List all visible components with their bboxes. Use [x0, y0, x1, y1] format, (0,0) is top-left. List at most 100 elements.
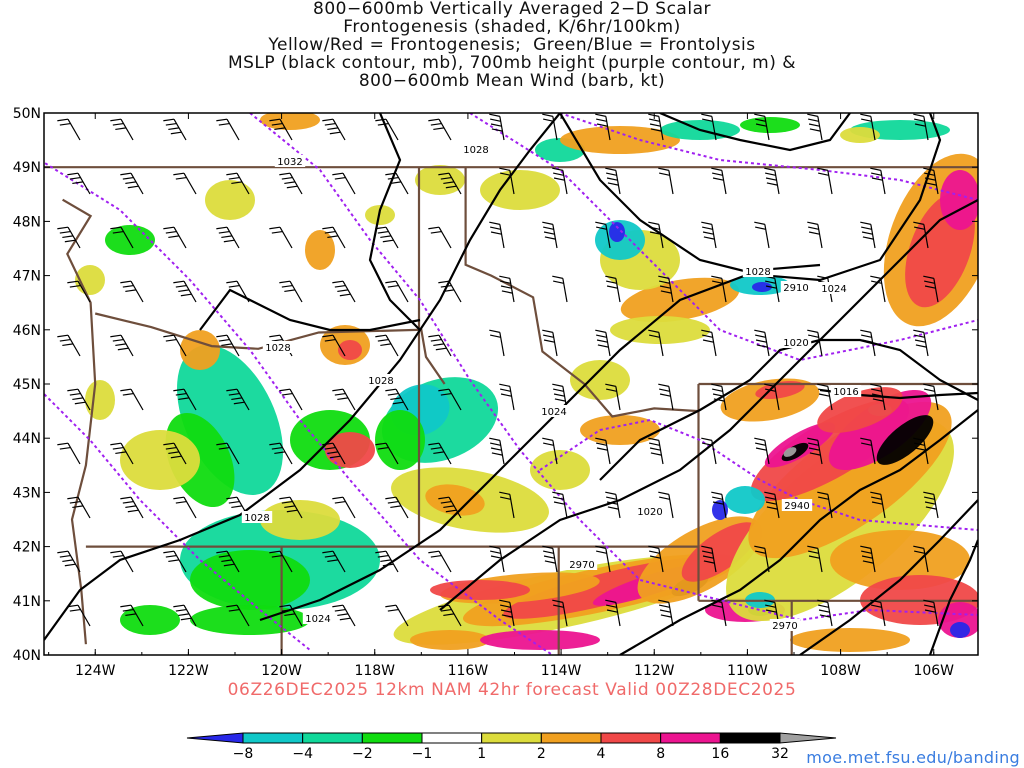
- shading-patch: [580, 415, 660, 445]
- shading-patch: [120, 430, 200, 490]
- mslp-label: 1024: [821, 284, 846, 295]
- lon-label: 110W: [727, 663, 768, 679]
- legend-swatch: [361, 732, 423, 744]
- wind-barb: [552, 275, 568, 303]
- wind-barb: [711, 383, 727, 411]
- mslp-label-bg: [780, 336, 812, 348]
- wind-barb: [499, 275, 515, 303]
- wind-barb: [279, 280, 303, 303]
- wind-barb: [754, 437, 770, 465]
- lon-label: 120W: [261, 663, 302, 679]
- mslp-contour: [659, 113, 851, 152]
- shading-patch: [755, 381, 805, 399]
- wind-barb: [322, 442, 346, 465]
- wind-barb: [428, 226, 452, 249]
- legend-swatch: [600, 732, 662, 744]
- wind-barb: [438, 280, 462, 303]
- mslp-label-bg: [634, 505, 666, 517]
- shading-patch: [609, 222, 625, 242]
- wind-barb: [817, 599, 833, 627]
- wind-barb: [163, 442, 187, 465]
- wind-barb: [648, 545, 664, 573]
- wind-barb: [913, 329, 929, 357]
- mslp-contours: [44, 113, 978, 655]
- credit-link[interactable]: moe.met.fsu.edu/banding: [806, 748, 1020, 767]
- mslp-label: 1016: [833, 387, 858, 398]
- lat-label: 47N: [13, 269, 41, 285]
- wind-barb: [120, 496, 144, 519]
- lat-label: 46N: [13, 323, 41, 339]
- wind-barb: [269, 226, 293, 249]
- wind-barb: [701, 545, 717, 573]
- wind-barb: [279, 388, 303, 411]
- lon-label: 116W: [448, 663, 489, 679]
- wind-barb: [542, 437, 558, 465]
- color-legend: −8 −4 −2 −1 1 2 4 8 16 32: [186, 732, 837, 762]
- mslp-contour: [44, 113, 561, 641]
- state-border: [94, 312, 446, 385]
- wind-barb: [542, 221, 558, 249]
- wind-barb: [322, 550, 346, 573]
- wind-barb: [648, 437, 664, 465]
- mslp-contour: [928, 539, 978, 655]
- shading-patch: [950, 622, 970, 638]
- wind-barb: [807, 329, 823, 357]
- wind-barb: [489, 329, 505, 357]
- height-label-bg: [781, 499, 813, 511]
- wind-barb: [120, 604, 144, 627]
- wind-barb: [605, 491, 621, 519]
- wind-barb: [385, 280, 409, 303]
- mslp-label: 1024: [541, 407, 566, 418]
- mslp-label-bg: [460, 143, 492, 155]
- title-block: 800−600mb Vertically Averaged 2−D Scalar…: [0, 0, 1024, 90]
- lon-label: 122W: [168, 663, 209, 679]
- wind-barb: [542, 329, 558, 357]
- wind-barb: [552, 167, 568, 195]
- wind-barb: [110, 226, 134, 249]
- height-label: 2970: [569, 560, 594, 571]
- wind-barb: [57, 442, 81, 465]
- wind-barb: [163, 334, 187, 357]
- mslp-contour: [619, 409, 978, 655]
- map-axes: 50N 49N 48N 47N 46N 45N 44N 43N 42N 41N 40N 124W 122…: [13, 106, 978, 679]
- wind-barb: [552, 491, 568, 519]
- mslp-label-bg: [538, 405, 570, 417]
- wind-barb: [701, 437, 717, 465]
- wind-barb: [658, 167, 674, 195]
- shading-patch: [325, 432, 375, 468]
- wind-barb: [67, 604, 91, 627]
- wind-barb: [913, 221, 929, 249]
- height-label: 2910: [783, 283, 808, 294]
- wind-barb: [67, 172, 91, 195]
- wind-barb: [322, 118, 346, 141]
- legend-swatch: [540, 732, 602, 744]
- contour-labels: 1032 1028 1028 1028 1028 1024 1024 1028 1020 1020…: [241, 143, 862, 632]
- lon-label: 108W: [820, 663, 861, 679]
- shading-patch: [725, 486, 765, 514]
- lat-label: 42N: [13, 540, 41, 556]
- shading-patch: [828, 389, 932, 471]
- height-contour: [469, 113, 978, 362]
- wind-barb: [658, 383, 674, 411]
- title-line-3: Yellow/Red = Frontogenesis; Green/Blue =…: [268, 35, 756, 55]
- legend-swatch: [660, 732, 721, 744]
- wind-barb: [860, 437, 876, 465]
- mslp-label-bg: [365, 374, 397, 386]
- wind-barb: [605, 599, 621, 627]
- wind-barb: [701, 329, 717, 357]
- lat-label: 45N: [13, 377, 41, 393]
- mslp-label: 1028: [244, 513, 269, 524]
- wind-barb: [499, 599, 515, 627]
- shading-patch: [752, 282, 772, 292]
- mslp-label-bg: [274, 155, 306, 167]
- wind-barb: [860, 329, 876, 357]
- height-contour: [559, 113, 978, 201]
- wind-barb: [754, 113, 770, 141]
- wind-barb: [428, 550, 452, 573]
- mslp-contour: [368, 113, 421, 331]
- shading-patch: [480, 170, 560, 210]
- wind-barb: [764, 167, 780, 195]
- wind-barb: [658, 275, 674, 303]
- lat-label: 43N: [13, 485, 41, 501]
- mslp-label: 1028: [265, 343, 290, 354]
